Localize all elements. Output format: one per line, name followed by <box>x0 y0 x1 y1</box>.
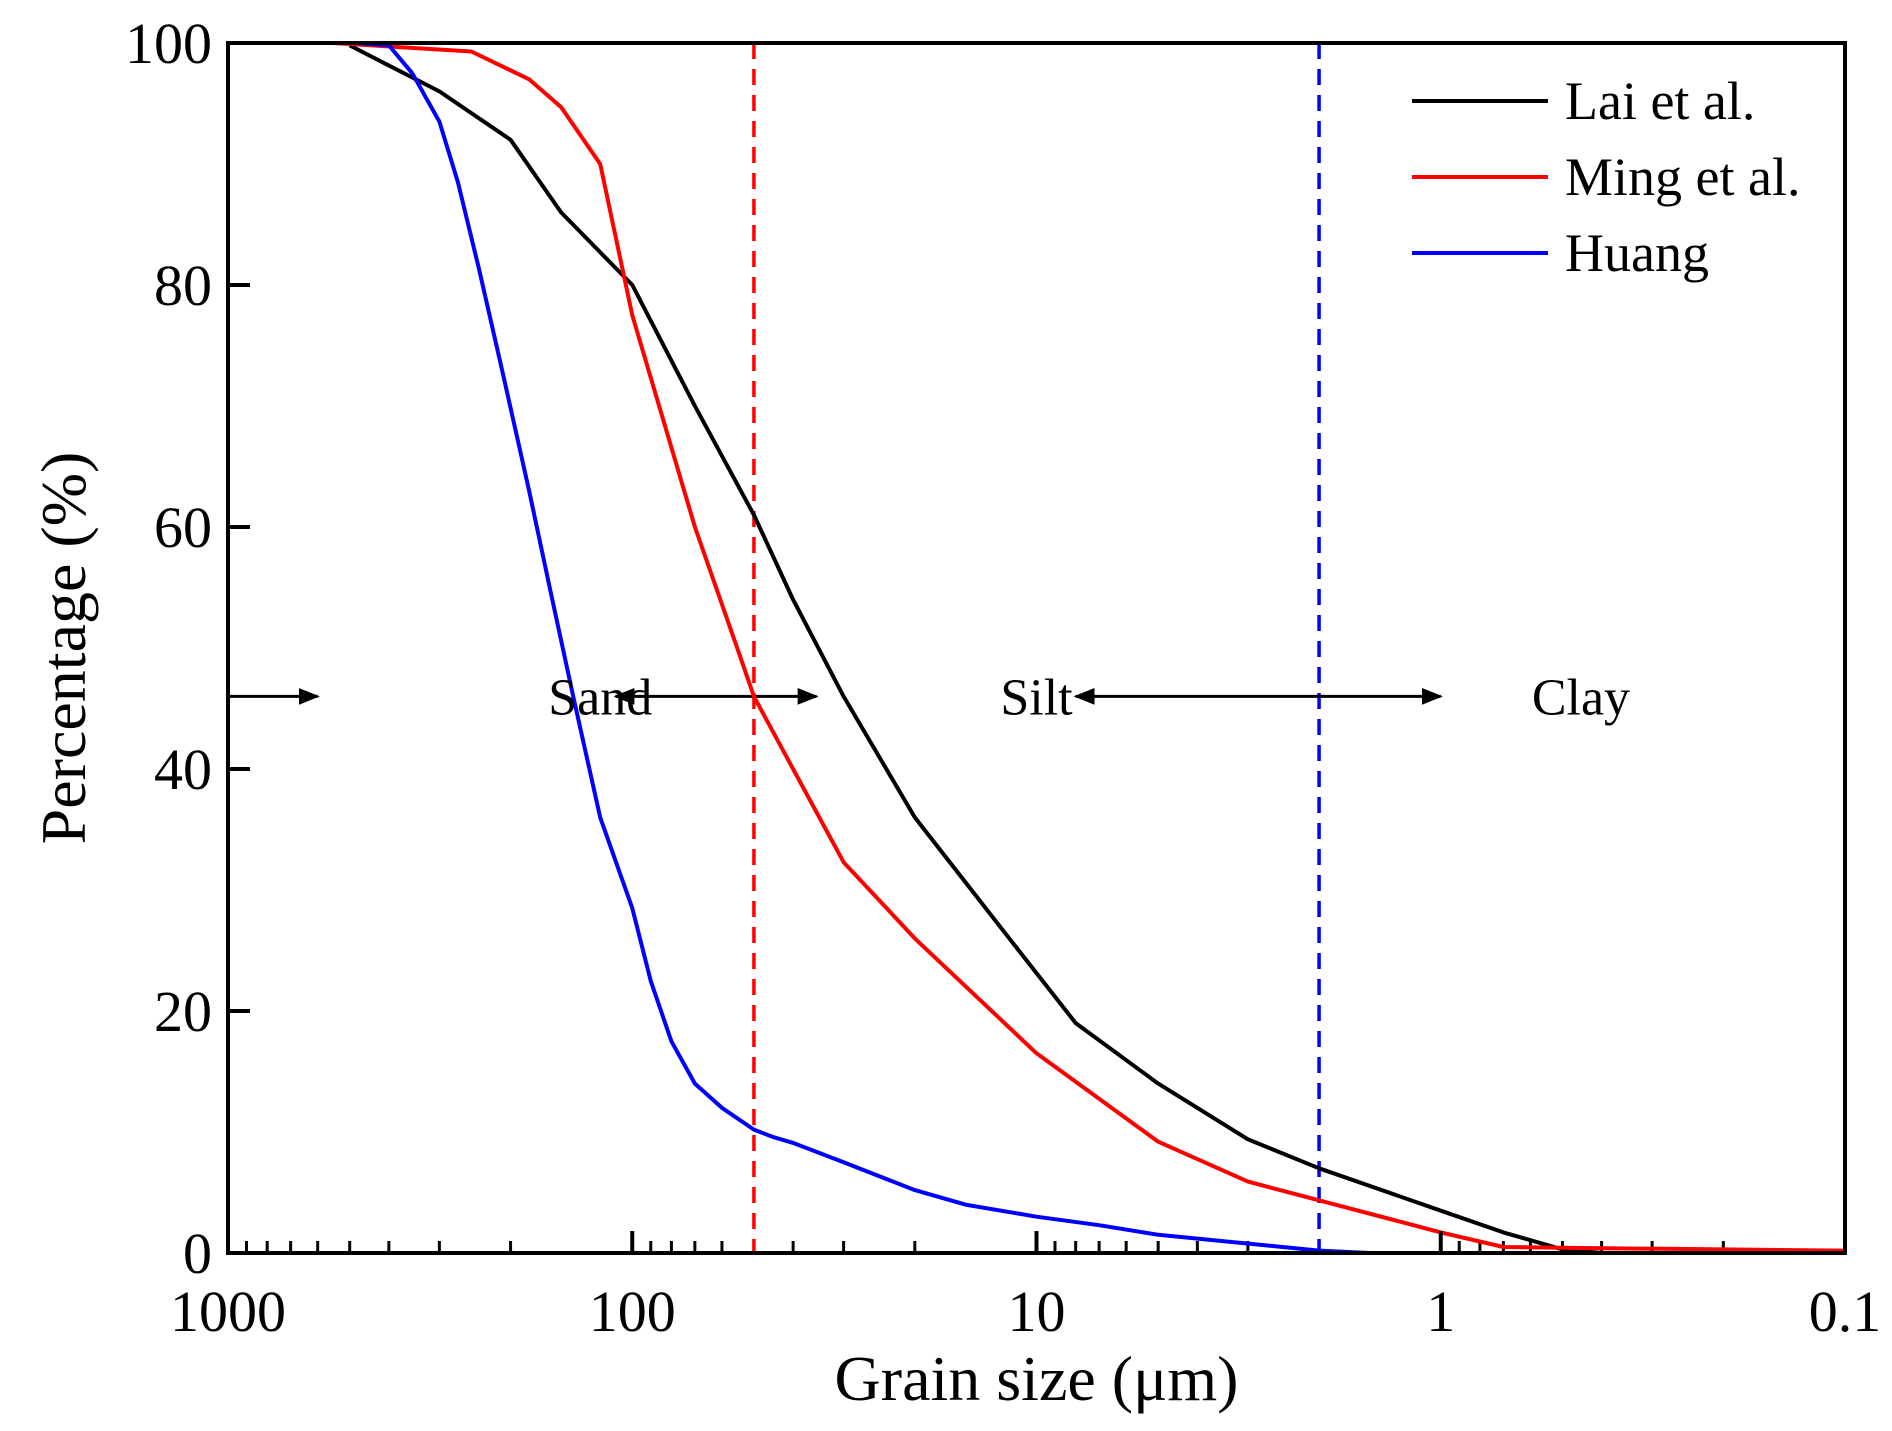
x-tick-label: 100 <box>589 1279 676 1344</box>
legend-label: Lai et al. <box>1565 71 1755 131</box>
y-tick-label: 60 <box>154 495 212 560</box>
series-line <box>332 41 1846 1253</box>
zone-label: Silt <box>1000 669 1073 726</box>
y-tick-label: 0 <box>183 1221 212 1286</box>
y-tick-label: 100 <box>125 11 212 76</box>
series-line <box>356 41 1370 1255</box>
legend-label: Huang <box>1565 223 1709 283</box>
x-axis-title: Grain size (μm) <box>835 1343 1239 1414</box>
zone-label: Clay <box>1532 669 1630 726</box>
y-tick-label: 80 <box>154 253 212 318</box>
series-lines <box>332 41 1846 1255</box>
legend-label: Ming et al. <box>1565 147 1800 207</box>
y-tick-label: 40 <box>154 737 212 802</box>
reference-lines <box>752 43 1321 1253</box>
x-tick-label: 10 <box>1008 1279 1066 1344</box>
y-axis-title: Percentage (%) <box>28 452 99 845</box>
y-tick-label: 20 <box>154 979 212 1044</box>
y-tick-labels: 0 20 40 60 80 100 <box>125 11 212 1286</box>
x-tick-label: 0.1 <box>1809 1279 1882 1344</box>
series-line <box>348 43 1845 1255</box>
x-tick-labels: 1000 100 10 1 0.1 <box>170 1279 1881 1344</box>
zone-label: Sand <box>548 669 652 726</box>
x-tick-label: 1 <box>1426 1279 1455 1344</box>
major-ticks <box>226 41 1847 1255</box>
zone-labels: Sand Silt Clay <box>548 669 1630 726</box>
x-tick-label: 1000 <box>170 1279 286 1344</box>
legend: Lai et al. Ming et al. Huang <box>1412 71 1800 283</box>
